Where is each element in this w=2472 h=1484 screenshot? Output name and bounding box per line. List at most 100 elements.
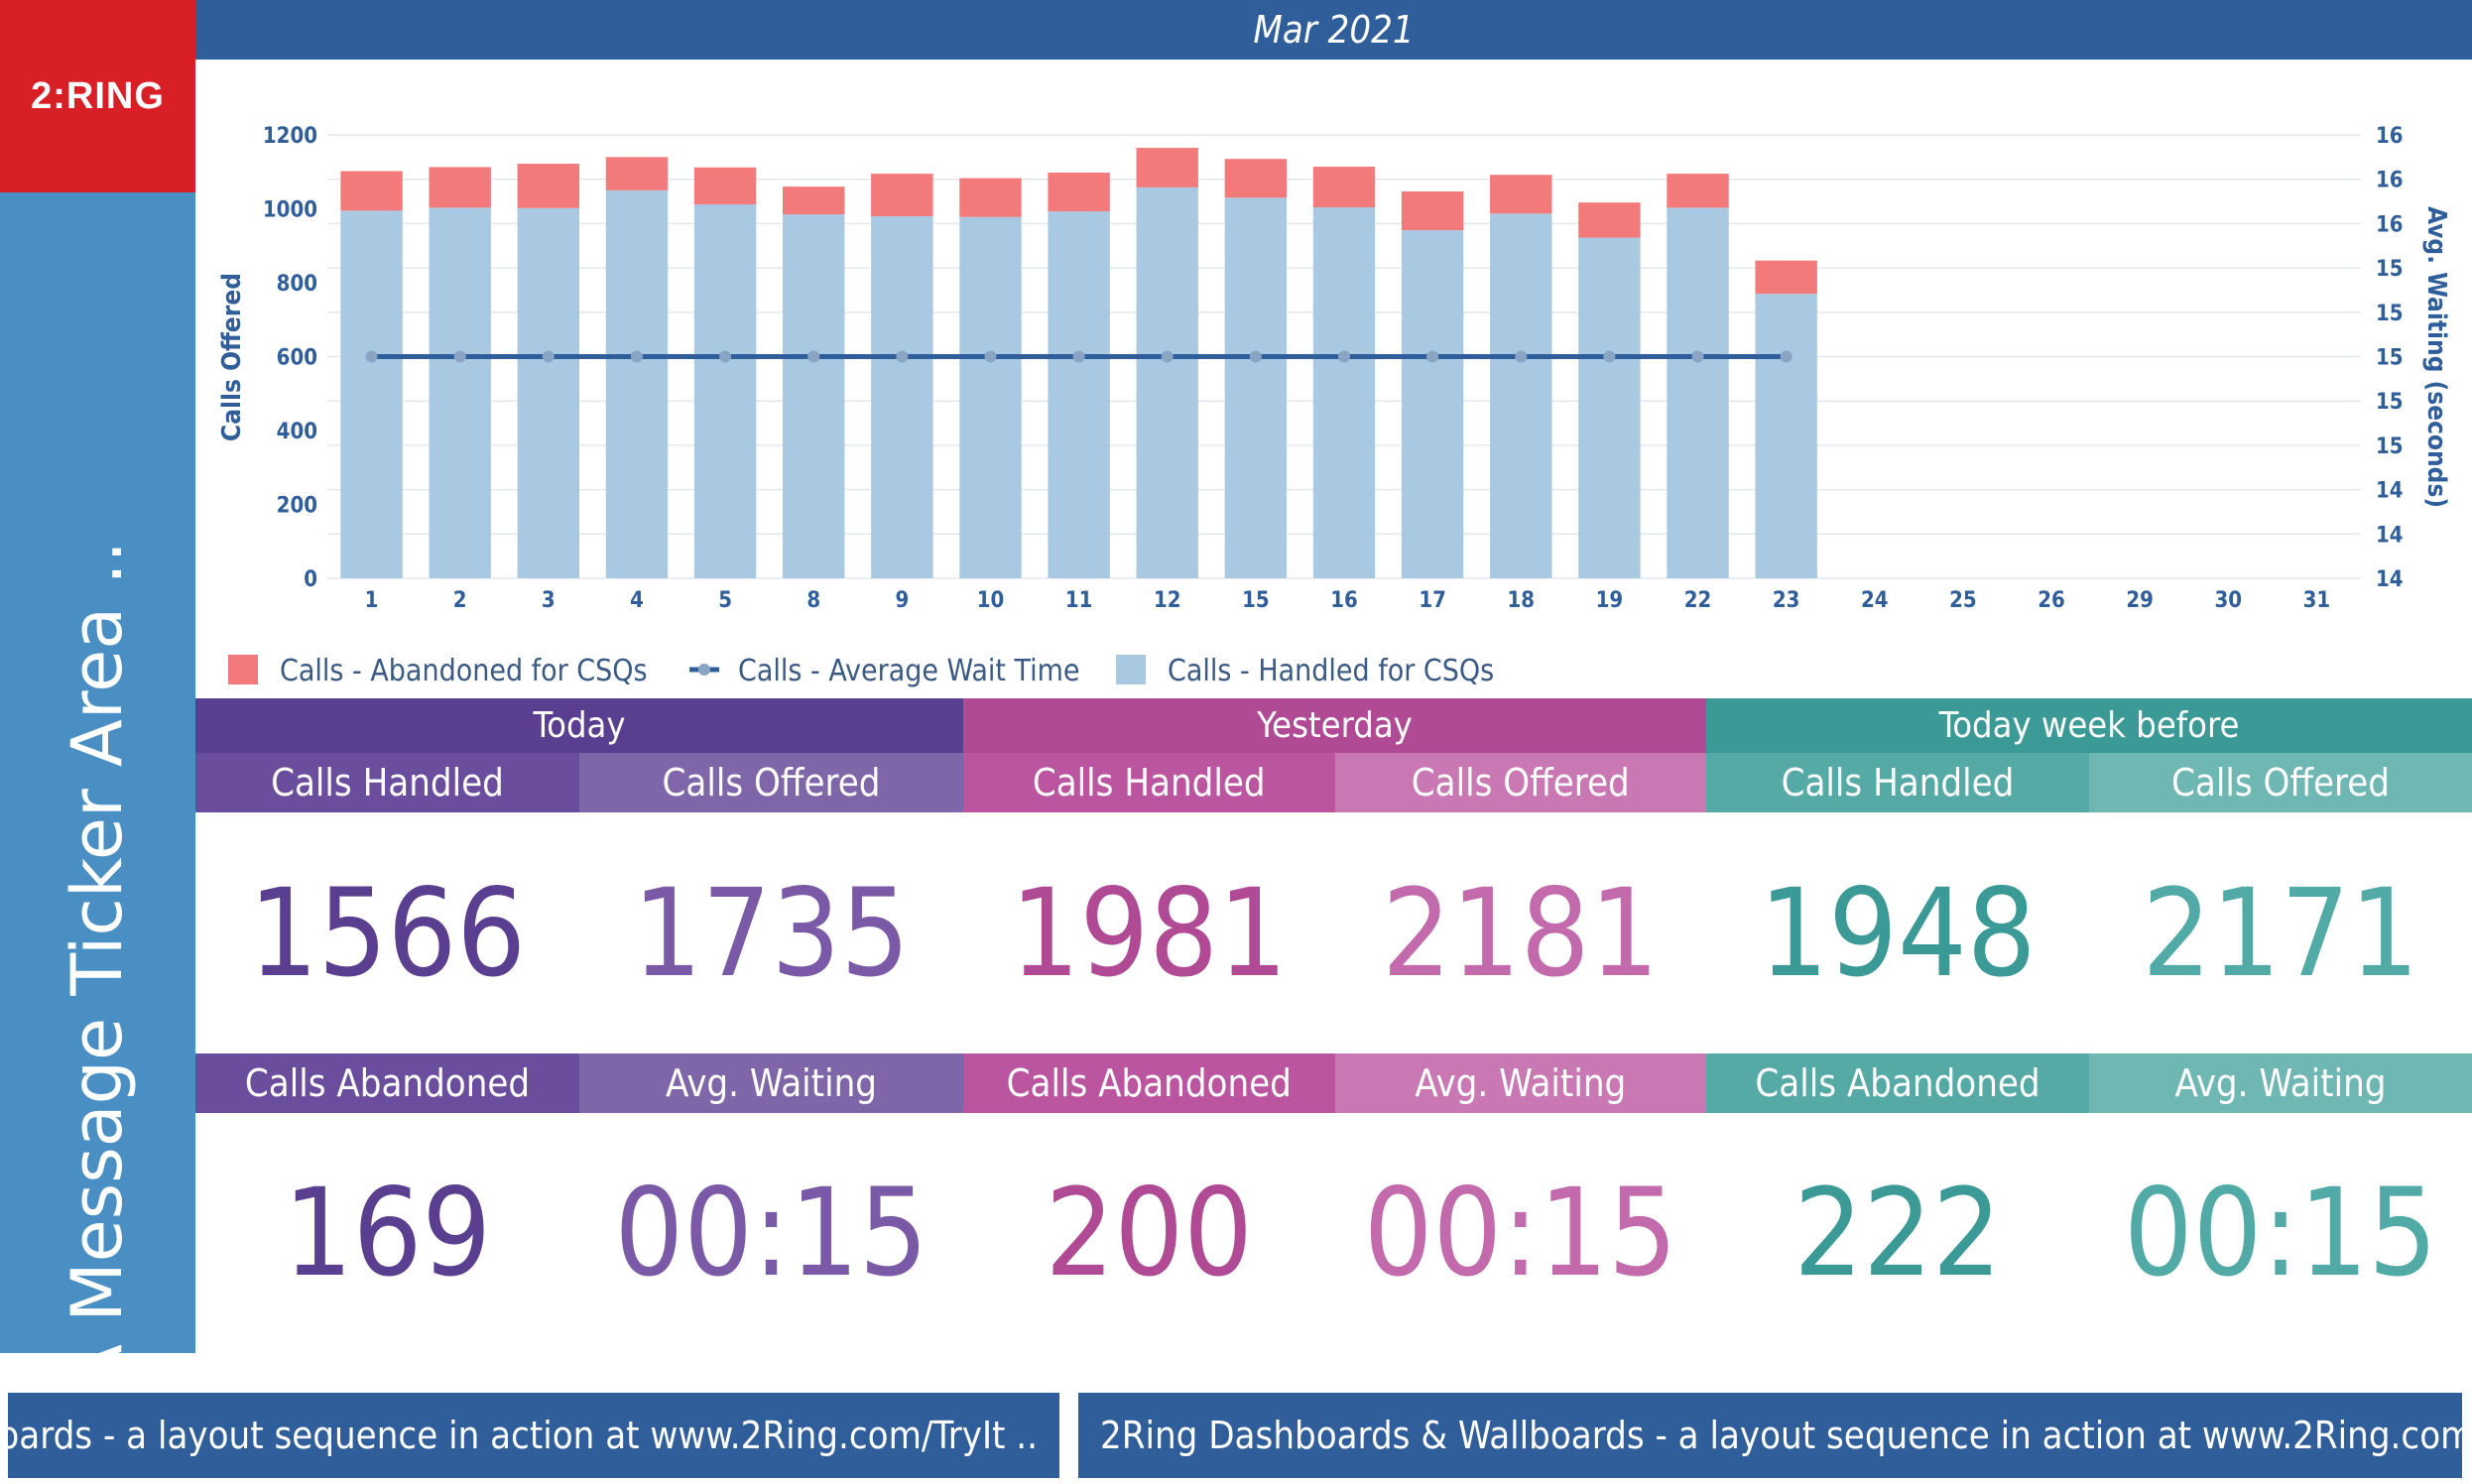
bar-abandoned [693, 167, 757, 205]
bar-handled [1224, 197, 1288, 578]
bar-abandoned [1578, 202, 1641, 238]
y2-tick-label: 15 [2376, 434, 2404, 459]
y2-tick-label: 14 [2376, 479, 2404, 504]
calls-abandoned-value: 222 [1793, 1163, 2002, 1303]
calls-offered-value: 2171 [2142, 862, 2419, 1004]
calls-handled-header: Calls Handled [963, 753, 1335, 812]
x-tick-label: 16 [1330, 588, 1358, 613]
avg-waiting-header: Avg. Waiting [2089, 1053, 2472, 1113]
x-tick-label: 18 [1507, 588, 1535, 613]
bar-handled [340, 210, 403, 579]
wait-time-point [1161, 350, 1174, 363]
y2-tick-label: 15 [2376, 346, 2404, 371]
legend-swatch-handled [1116, 655, 1146, 684]
bar-handled [1136, 186, 1198, 578]
x-tick-label: 31 [2303, 588, 2331, 613]
calls-offered-value: 2181 [1382, 862, 1660, 1004]
x-tick-label: 15 [1242, 588, 1270, 613]
bar-abandoned [871, 174, 933, 216]
wait-time-point [719, 350, 732, 363]
bar-abandoned [429, 167, 491, 208]
x-tick-label: 25 [1949, 588, 1977, 613]
x-tick-label: 3 [542, 588, 556, 613]
bar-abandoned [783, 186, 845, 215]
x-tick-label: 5 [718, 588, 732, 613]
bar-abandoned [1490, 175, 1552, 214]
chart-legend: Calls - Abandoned for CSQs Calls - Avera… [228, 654, 1494, 688]
brand-logo: 2:RING [0, 0, 195, 192]
avg-waiting-value: 00:15 [2123, 1163, 2438, 1303]
x-tick-label: 23 [1773, 588, 1800, 613]
bar-handled [517, 207, 580, 578]
x-tick-label: 11 [1065, 588, 1093, 613]
bottom-ticker-segment-right: 2Ring Dashboards & Wallboards - a layout… [1078, 1393, 2462, 1478]
x-tick-label: 9 [895, 588, 909, 613]
bar-handled [1401, 230, 1464, 579]
y2-axis-title: Avg. Waiting (seconds) [2421, 206, 2451, 508]
y-tick-label: 1200 [263, 124, 317, 149]
wait-time-point [1249, 350, 1262, 363]
wait-time-line [365, 350, 1792, 363]
calls-handled-header: Calls Handled [1706, 753, 2089, 812]
stats-panel-today: Today Calls Handled Calls Offered 1566 1… [195, 698, 963, 1353]
calls-abandoned-value: 169 [283, 1163, 492, 1303]
wait-time-point [1072, 350, 1085, 363]
y2-tick-label: 16 [2376, 124, 2404, 149]
x-tick-label: 24 [1861, 588, 1889, 613]
calls-offered-header: Calls Offered [2089, 753, 2472, 812]
panel-title: Yesterday [963, 698, 1706, 753]
calls-chart: 0200400600800100012001414141515151515161… [217, 124, 2451, 688]
x-tick-label: 1 [365, 588, 379, 613]
bar-abandoned [340, 171, 403, 211]
bar-handled [1490, 213, 1552, 578]
bar-abandoned [1048, 172, 1110, 212]
calls-handled-value: 1981 [1010, 862, 1288, 1004]
avg-waiting-value: 00:15 [614, 1163, 928, 1303]
bar-handled [871, 215, 933, 578]
calls-handled-value: 1566 [248, 862, 527, 1004]
y-tick-label: 1000 [263, 198, 317, 223]
bar-abandoned [517, 164, 580, 208]
calls-abandoned-header: Calls Abandoned [963, 1053, 1335, 1113]
panel-title: Today [195, 698, 963, 753]
calls-handled-value: 1948 [1759, 862, 2037, 1004]
chart-month-header: Mar 2021 [195, 0, 2472, 60]
y-tick-label: 400 [277, 420, 317, 444]
avg-waiting-header: Avg. Waiting [579, 1053, 963, 1113]
stats-panel-week-before: Today week before Calls Handled Calls Of… [1706, 698, 2472, 1353]
x-tick-label: 2 [453, 588, 467, 613]
calls-abandoned-header: Calls Abandoned [1706, 1053, 2089, 1113]
month-label: Mar 2021 [1253, 8, 1415, 52]
wait-time-point [896, 350, 909, 363]
y2-tick-label: 15 [2376, 257, 2404, 282]
bottom-ticker-text-left: oards - a layout sequence in action at w… [8, 1414, 1038, 1457]
y-tick-label: 600 [277, 346, 317, 371]
wait-time-point [453, 350, 466, 363]
legend-swatch-wait-marker [698, 664, 710, 676]
bottom-ticker-text-right: 2Ring Dashboards & Wallboards - a layout… [1100, 1414, 2462, 1457]
x-tick-label: 12 [1154, 588, 1181, 613]
y2-tick-label: 15 [2376, 390, 2404, 415]
y-axis-title: Calls Offered [217, 273, 247, 441]
bottom-ticker-segment-left: oards - a layout sequence in action at w… [8, 1393, 1059, 1478]
bar-handled [429, 207, 491, 578]
bar-abandoned [1312, 167, 1376, 208]
panel-title: Today week before [1706, 698, 2472, 753]
y-tick-label: 800 [277, 272, 317, 297]
wait-time-point [1426, 350, 1439, 363]
y2-tick-label: 15 [2376, 302, 2404, 326]
bar-handled [605, 189, 669, 578]
bar-handled [959, 216, 1022, 578]
wait-time-point [807, 350, 820, 363]
wait-time-point [630, 350, 643, 363]
bar-handled [693, 204, 757, 578]
wait-time-point [1691, 350, 1704, 363]
axes: 0200400600800100012001414141515151515161… [263, 124, 2404, 613]
calls-handled-header: Calls Handled [195, 753, 579, 812]
wait-time-point [1338, 350, 1350, 363]
bars [340, 148, 1817, 579]
bar-abandoned [959, 178, 1022, 217]
x-tick-label: 8 [806, 588, 820, 613]
bar-handled [1578, 237, 1641, 578]
avg-waiting-header: Avg. Waiting [1334, 1053, 1706, 1113]
